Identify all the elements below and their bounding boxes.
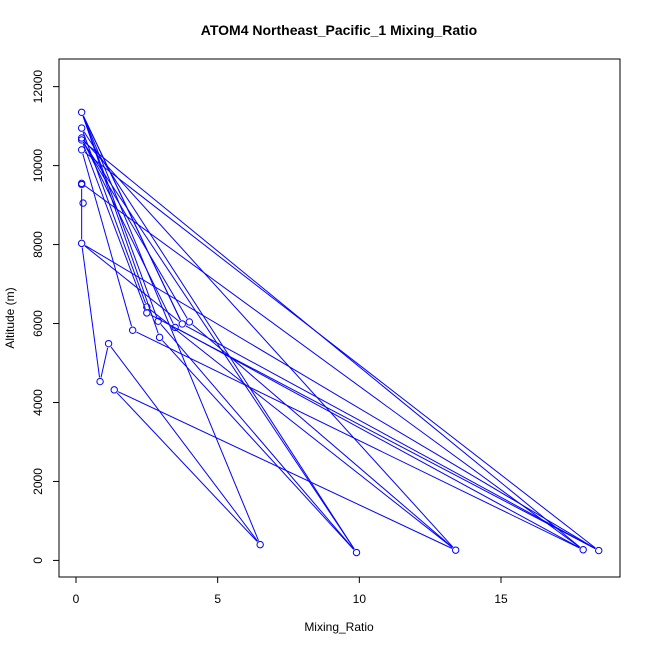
series-segment	[178, 329, 580, 549]
series-segment	[100, 347, 109, 378]
y-tick-label: 12000	[31, 70, 45, 104]
data-point	[352, 548, 361, 557]
series-segment	[160, 324, 355, 550]
series-segment	[82, 143, 146, 310]
data-point	[579, 546, 587, 554]
data-point	[96, 377, 104, 386]
y-axis-label: Altitude (m)	[3, 287, 17, 348]
series-segment	[83, 143, 188, 319]
data-point	[77, 136, 86, 144]
plot-frame	[58, 58, 621, 578]
x-tick-label: 5	[214, 592, 221, 606]
data-point	[77, 108, 86, 117]
x-axis-label: Mixing_Ratio	[304, 620, 374, 634]
series-segment	[84, 185, 581, 548]
y-tick-label: 10000	[31, 149, 45, 183]
series-segment	[82, 116, 158, 318]
series-segment	[117, 391, 453, 549]
series-segment	[110, 346, 259, 542]
series-segment	[83, 131, 355, 550]
series-segment	[150, 314, 596, 550]
x-tick-label: 15	[494, 592, 508, 606]
data-point	[77, 124, 86, 132]
data-point	[110, 386, 118, 394]
series-segment	[84, 140, 454, 548]
data-point	[104, 339, 113, 348]
data-point	[77, 146, 86, 154]
y-tick-label: 8000	[31, 231, 45, 258]
y-tick-label: 6000	[31, 310, 45, 337]
data-point	[178, 320, 186, 328]
series-segment	[185, 325, 596, 549]
chart-title: ATOM4 Northeast_Pacific_1 Mixing_Ratio	[201, 22, 477, 38]
series-lines	[81, 115, 596, 550]
data-point	[451, 546, 460, 554]
data-point	[256, 540, 264, 549]
data-point	[155, 333, 164, 342]
data-point	[185, 318, 194, 326]
series-segment	[84, 142, 581, 548]
series-segment	[162, 340, 355, 550]
data-point	[171, 323, 179, 332]
y-axis: 0 2000 4000 6000 8000 10000 12000	[31, 70, 60, 564]
series-segment	[82, 115, 260, 541]
data-point	[595, 546, 603, 555]
series-segment	[83, 141, 174, 324]
series-segment	[82, 153, 133, 327]
data-point	[154, 317, 162, 325]
x-tick-label: 0	[73, 592, 80, 606]
x-axis: 0 5 10 15	[73, 576, 508, 606]
y-tick-label: 2000	[31, 468, 45, 495]
y-tick-label: 0	[31, 557, 45, 564]
series-segment	[83, 143, 355, 550]
series-segment	[149, 309, 453, 548]
series-segment	[116, 392, 258, 542]
series-segment	[84, 151, 596, 549]
series-segment	[81, 247, 101, 378]
y-tick-label: 4000	[31, 389, 45, 416]
x-tick-label: 10	[353, 592, 367, 606]
data-point	[77, 180, 86, 189]
series-segment	[136, 331, 580, 549]
data-point	[77, 134, 86, 142]
data-point	[128, 326, 137, 334]
series-segment	[85, 245, 596, 549]
series-points	[77, 108, 603, 557]
series-segment	[192, 324, 453, 548]
data-point	[77, 239, 86, 248]
data-point	[143, 309, 151, 317]
data-point	[79, 199, 87, 207]
series-segment	[82, 116, 159, 334]
series-segment	[83, 115, 181, 321]
